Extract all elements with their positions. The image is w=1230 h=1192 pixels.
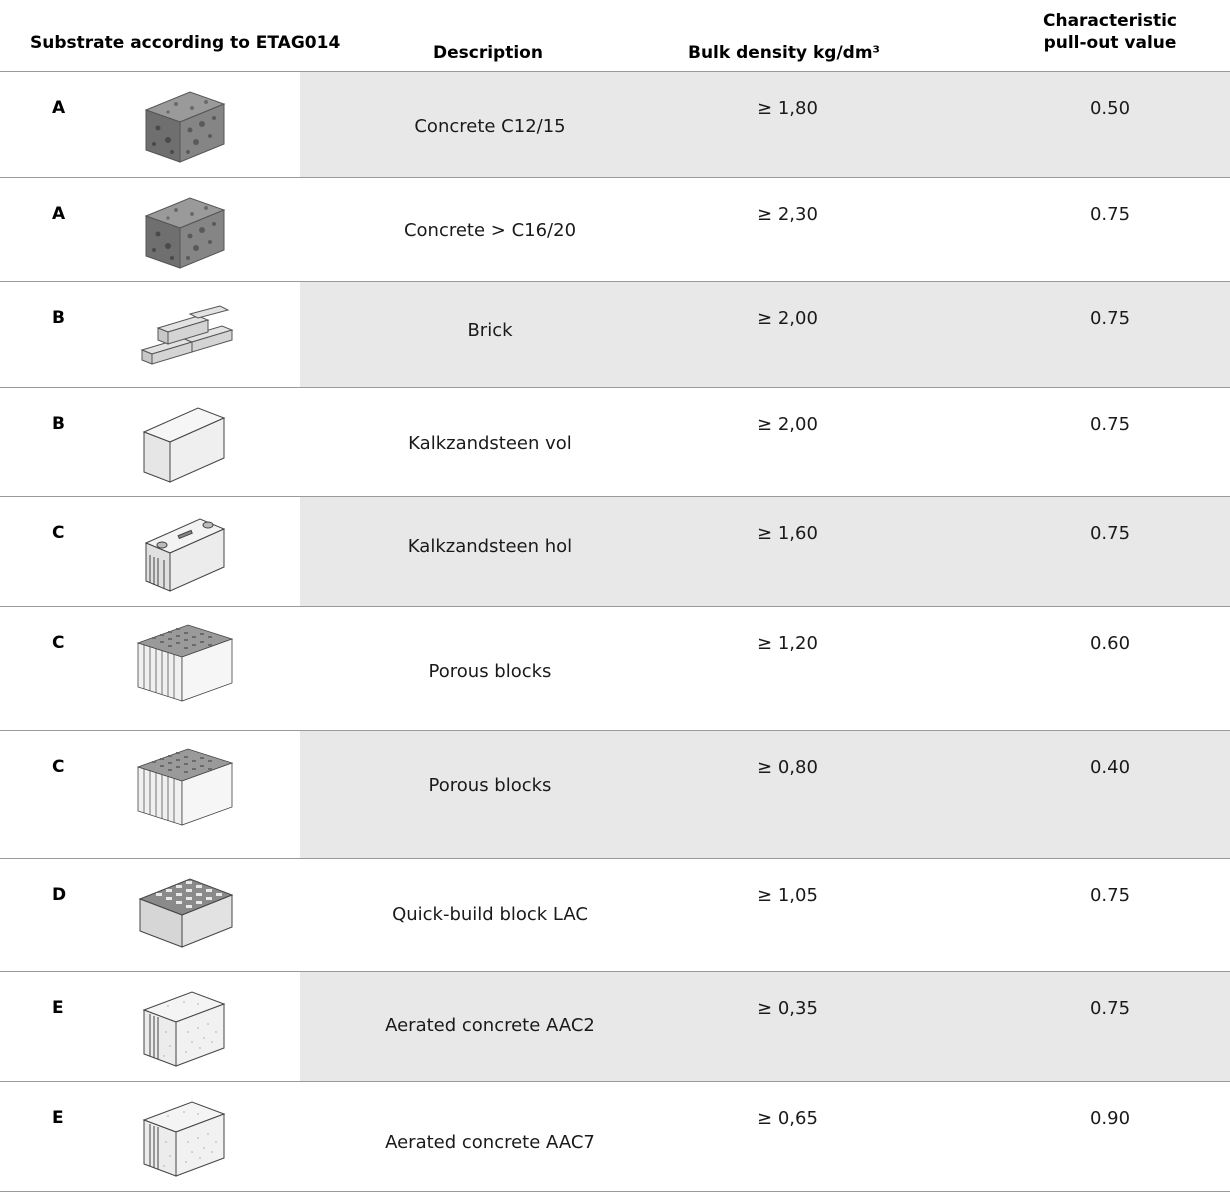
bricks-icon [128, 292, 238, 378]
bulk-density-cell: ≥ 0,65 [757, 1108, 818, 1129]
table-header: Substrate according to ETAG014 Descripti… [0, 0, 1230, 72]
substrate-category: C [52, 757, 65, 777]
bulk-density-cell: ≥ 1,05 [757, 885, 818, 906]
description-cell: Concrete > C16/20 [403, 220, 577, 241]
header-pullout-value: Characteristic pull-out value [1030, 10, 1190, 54]
aerated-block-icon [128, 1092, 238, 1178]
row-shading [300, 72, 1230, 177]
substrate-category: C [52, 523, 65, 543]
description-cell: Porous blocks [428, 661, 552, 682]
porous-block-icon [128, 741, 238, 827]
pullout-value-cell: 0.75 [1089, 414, 1131, 435]
header-pullout-line1: Characteristic [1043, 11, 1177, 31]
quick-build-block-icon [128, 869, 238, 955]
substrate-category: D [52, 885, 67, 905]
substrate-category: E [52, 998, 64, 1018]
table-row: D Quick-build block LAC ≥ 1,05 0.75 [0, 859, 1230, 972]
table-row: C Porous blocks ≥ [0, 607, 1230, 731]
description-cell: Aerated concrete AAC7 [385, 1132, 595, 1153]
table-row: A Concrete > C16/20 ≥ 2,30 0.75 [0, 178, 1230, 282]
pullout-value-cell: 0.75 [1089, 885, 1131, 906]
table-row: B Brick ≥ 2,00 0.75 [0, 282, 1230, 388]
table-row: C Kalkzandsteen hol ≥ 1,60 0.75 [0, 497, 1230, 607]
substrate-category: B [52, 414, 65, 434]
bulk-density-cell: ≥ 2,00 [757, 414, 818, 435]
table-row: E Aerated concrete AAC7 ≥ 0,65 0.90 [0, 1082, 1230, 1192]
row-shading [300, 972, 1230, 1081]
pullout-value-cell: 0.40 [1089, 757, 1131, 778]
pullout-value-cell: 0.60 [1089, 633, 1131, 654]
header-divider [0, 71, 1230, 72]
table-body: A Concrete C12/15 ≥ 1,80 0.50 A Concrete… [0, 72, 1230, 1192]
row-shading [300, 731, 1230, 858]
pullout-value-cell: 0.90 [1089, 1108, 1131, 1129]
description-cell: Aerated concrete AAC2 [385, 1015, 595, 1036]
pullout-value-cell: 0.75 [1089, 308, 1131, 329]
description-cell: Kalkzandsteen vol [408, 433, 572, 454]
hollow-block-icon [128, 507, 238, 593]
substrate-category: B [52, 308, 65, 328]
table-row: C Porous blocks ≥ [0, 731, 1230, 859]
bulk-density-cell: ≥ 2,00 [757, 308, 818, 329]
description-cell: Quick-build block LAC [392, 904, 588, 925]
pullout-value-cell: 0.75 [1089, 523, 1131, 544]
concrete-block-icon [128, 82, 238, 168]
description-cell: Kalkzandsteen hol [407, 536, 573, 557]
solid-block-icon [128, 398, 238, 484]
description-cell: Concrete C12/15 [414, 116, 566, 137]
row-shading [300, 497, 1230, 606]
pullout-value-cell: 0.75 [1089, 998, 1131, 1019]
header-description: Description [433, 43, 543, 63]
bulk-density-cell: ≥ 1,60 [757, 523, 818, 544]
bulk-density-cell: ≥ 1,80 [757, 98, 818, 119]
row-shading [300, 282, 1230, 387]
bulk-density-cell: ≥ 1,20 [757, 633, 818, 654]
description-cell: Brick [467, 320, 513, 341]
substrate-category: A [52, 98, 66, 118]
table-row: B Kalkzandsteen vol ≥ 2,00 0.75 [0, 388, 1230, 497]
bulk-density-cell: ≥ 2,30 [757, 204, 818, 225]
pullout-value-cell: 0.75 [1089, 204, 1131, 225]
bulk-density-cell: ≥ 0,35 [757, 998, 818, 1019]
porous-block-icon [128, 617, 238, 703]
table-row: A Concrete C12/15 ≥ 1,80 0.50 [0, 72, 1230, 178]
description-cell: Porous blocks [428, 775, 552, 796]
header-pullout-line2: pull-out value [1043, 33, 1177, 53]
bulk-density-cell: ≥ 0,80 [757, 757, 818, 778]
table-row: E Aerated concrete AAC2 ≥ 0,35 0.75 [0, 972, 1230, 1082]
header-substrate: Substrate according to ETAG014 [30, 33, 341, 53]
header-bulk-density: Bulk density kg/dm³ [688, 43, 880, 63]
pullout-value-cell: 0.50 [1089, 98, 1131, 119]
substrate-category: A [52, 204, 66, 224]
aerated-block-icon [128, 982, 238, 1068]
substrate-category: E [52, 1108, 64, 1128]
substrate-category: C [52, 633, 65, 653]
concrete-block-icon [128, 188, 238, 274]
